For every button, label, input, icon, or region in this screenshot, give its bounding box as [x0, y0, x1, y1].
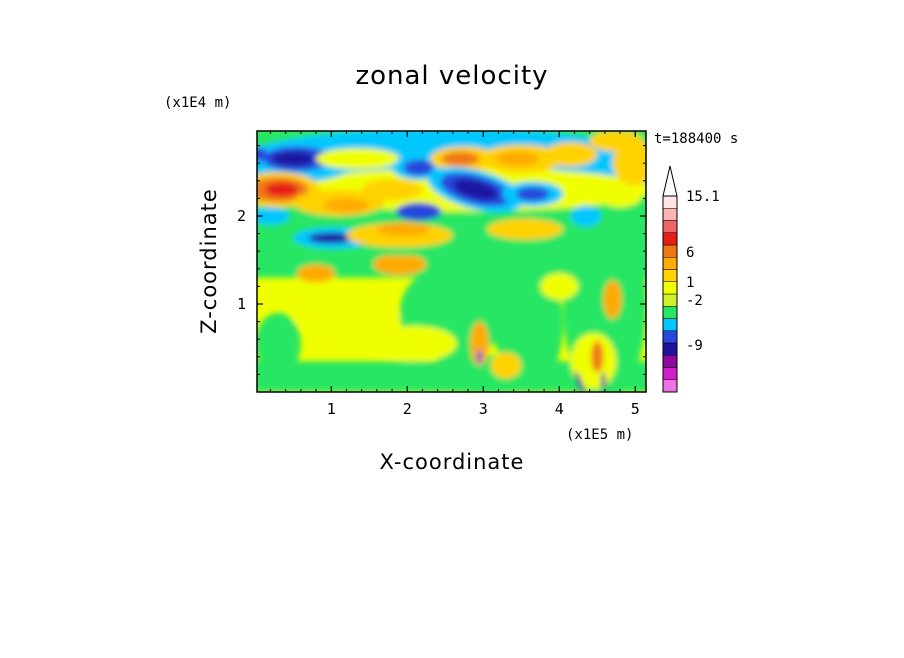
field-contour [515, 186, 550, 202]
colorbar-band [662, 257, 678, 270]
colorbar-band [662, 232, 678, 246]
x-ticks: 1 2 3 4 5 [269, 131, 640, 418]
field-contour [601, 372, 606, 391]
field-contour [308, 232, 355, 244]
field-contour [257, 207, 290, 225]
field-contour [373, 253, 427, 275]
y-tick-label: 2 [237, 207, 246, 225]
field-contour [316, 148, 400, 170]
field-contour [589, 131, 643, 152]
colorbar-extension [662, 165, 678, 197]
colorbar-band [662, 355, 678, 368]
colorbar-label: 15.1 [686, 189, 720, 205]
colorbar-band [662, 281, 678, 295]
field-contour [441, 151, 480, 166]
velocity-field [257, 131, 646, 392]
field-contour [430, 257, 552, 307]
field-contour [257, 312, 301, 375]
field-contour [323, 198, 370, 213]
colorbar-band [662, 318, 678, 331]
field-contour [603, 280, 622, 319]
colorbar-band [662, 244, 678, 258]
field-contour [591, 340, 604, 373]
field-contour [257, 147, 267, 162]
time-label: t=188400 s [654, 131, 738, 147]
field-contour [544, 142, 598, 167]
colorbar-band [662, 195, 678, 209]
field-contour [470, 321, 489, 366]
x-tick-label: 3 [479, 400, 488, 418]
y-tick-label: 1 [237, 295, 246, 313]
field-contour [570, 205, 602, 227]
x-tick-label: 2 [403, 400, 412, 418]
field-contour [612, 141, 646, 186]
field-contour [376, 222, 431, 237]
field-contour [395, 202, 442, 221]
colorbar-band [662, 306, 678, 319]
colorbar-label: 1 [686, 275, 694, 291]
colorbar-frame [662, 195, 678, 393]
colorbar-band [662, 220, 678, 233]
y-ticks: 12 [237, 145, 646, 375]
x-tick-label: 5 [631, 400, 640, 418]
colorbar-label: -2 [686, 293, 703, 309]
field-contour [597, 180, 643, 208]
field-contour [496, 151, 539, 166]
field-layers [257, 131, 646, 392]
x-axis-label: X-coordinate [380, 450, 525, 474]
field-contour [540, 273, 579, 300]
field-contour [271, 151, 315, 166]
x-unit-label: (x1E5 m) [566, 427, 633, 443]
y-unit-label: (x1E4 m) [164, 95, 231, 111]
chart-title: zonal velocity [355, 61, 548, 91]
field-contour [403, 159, 434, 176]
field-contour [265, 182, 299, 197]
colorbar-band [662, 208, 678, 221]
colorbar-band [662, 293, 678, 307]
x-tick-label: 4 [555, 400, 564, 418]
field-contour [297, 264, 336, 283]
field-contour [293, 297, 400, 337]
colorbar: 15.1 6 1 -2 -9 [662, 165, 720, 393]
field-contour [453, 179, 498, 200]
x-tick-label: 1 [327, 400, 336, 418]
field-contour [361, 179, 423, 201]
colorbar-band [662, 342, 678, 356]
colorbar-band [662, 379, 678, 393]
colorbar-label: 6 [686, 245, 694, 261]
field-contour [490, 352, 522, 379]
field-contour [477, 349, 482, 364]
colorbar-band [662, 269, 678, 282]
field-contour [373, 326, 457, 362]
colorbar-band [662, 330, 678, 344]
y-axis-label: Z-coordinate [197, 188, 221, 334]
colorbar-band [662, 367, 678, 380]
colorbar-label: -9 [686, 338, 703, 354]
field-contour [487, 218, 564, 240]
plot-frame [256, 130, 647, 393]
field-contour [575, 371, 585, 392]
